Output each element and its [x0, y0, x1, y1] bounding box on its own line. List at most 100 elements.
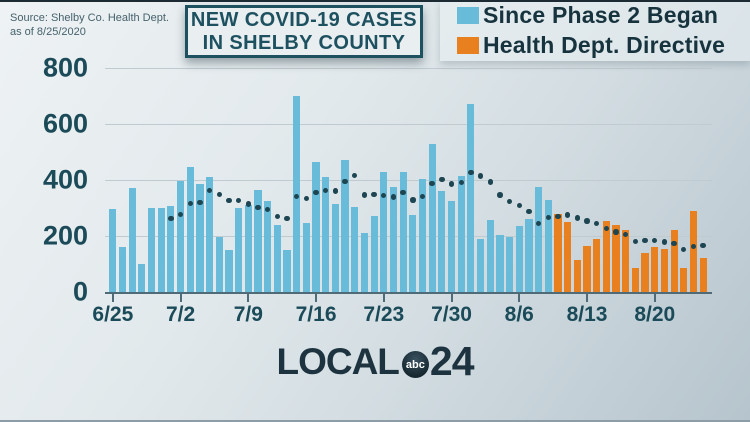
trend-dot-7/29 — [439, 177, 445, 183]
trend-dot-7/27 — [419, 193, 426, 199]
x-tick-7/23 — [382, 294, 385, 302]
x-tick-6/25 — [111, 294, 114, 302]
y-axis-label-600: 600 — [42, 108, 88, 139]
trend-dot-7/13 — [284, 215, 290, 222]
trend-dot-8/22 — [671, 240, 677, 246]
gridline-600 — [105, 124, 712, 125]
bar-7/3 — [186, 167, 194, 292]
trend-dot-7/22 — [371, 191, 377, 197]
trend-dot-7/21 — [361, 192, 368, 198]
bar-7/13 — [283, 250, 291, 292]
bar-7/20 — [351, 206, 359, 292]
trend-dot-7/31 — [458, 179, 464, 186]
trend-dot-8/7 — [526, 208, 532, 215]
x-tick-7/30 — [450, 294, 453, 302]
trend-dot-7/10 — [255, 204, 261, 211]
trend-dot-8/9 — [545, 215, 551, 221]
bar-7/12 — [273, 224, 281, 292]
x-axis-line — [105, 292, 712, 294]
bar-6/28 — [138, 264, 146, 292]
abc-icon-text: abc — [405, 358, 425, 371]
trend-dot-7/19 — [342, 178, 348, 185]
x-axis-label-8/6: 8/6 — [504, 303, 534, 326]
bar-7/27 — [418, 178, 427, 292]
bar-8/6 — [515, 226, 523, 292]
legend-item-directive: Health Dept. Directive — [457, 32, 750, 59]
trend-dot-7/16 — [313, 189, 319, 195]
bar-8/8 — [535, 187, 543, 292]
bar-7/8 — [235, 208, 243, 292]
bar-7/26 — [409, 215, 417, 292]
bar-8/22 — [670, 230, 678, 292]
trend-dot-7/26 — [410, 197, 416, 203]
logo-local-text: LOCAL — [276, 340, 399, 382]
bottom-edge-strip — [0, 420, 750, 422]
bar-7/31 — [457, 175, 465, 292]
bar-6/27 — [128, 188, 136, 292]
trend-dot-8/15 — [603, 226, 610, 232]
trend-dot-8/17 — [623, 231, 629, 238]
trend-dot-7/4 — [197, 199, 203, 206]
bar-7/16 — [312, 161, 320, 292]
bar-7/11 — [264, 201, 272, 292]
bar-8/17 — [622, 230, 630, 292]
trend-dot-8/23 — [681, 246, 687, 253]
legend-label-phase2: Since Phase 2 Began — [483, 2, 719, 28]
x-tick-7/16 — [315, 294, 318, 302]
bar-7/30 — [447, 201, 456, 292]
x-tick-8/13 — [586, 294, 589, 302]
legend-label-directive: Health Dept. Directive — [483, 32, 726, 58]
trend-dot-7/20 — [352, 172, 358, 179]
bar-6/29 — [147, 208, 156, 292]
trend-dot-7/1 — [168, 215, 174, 222]
bar-7/6 — [215, 237, 223, 292]
bar-7/25 — [399, 171, 407, 292]
gridline-400 — [105, 180, 712, 181]
trend-dot-7/14 — [294, 193, 300, 200]
trend-dot-7/18 — [332, 188, 339, 194]
trend-dot-8/16 — [613, 229, 619, 235]
trend-dot-7/15 — [303, 195, 310, 202]
trend-dot-8/4 — [497, 192, 503, 198]
chart-legend: Since Phase 2 Began Health Dept. Directi… — [440, 0, 750, 61]
trend-dot-8/25 — [700, 242, 706, 248]
bar-8/14 — [593, 238, 601, 292]
x-axis-label-7/16: 7/16 — [295, 303, 337, 326]
trend-dot-8/11 — [564, 212, 571, 218]
bar-7/22 — [370, 216, 378, 292]
trend-dot-8/24 — [690, 243, 697, 250]
y-axis-label-0: 0 — [72, 276, 88, 307]
x-tick-7/9 — [247, 294, 250, 302]
y-axis-label-800: 800 — [42, 52, 88, 83]
x-axis-label-7/2: 7/2 — [165, 303, 196, 326]
bar-7/28 — [428, 143, 436, 292]
trend-dot-7/24 — [390, 194, 397, 200]
trend-dot-8/5 — [506, 198, 513, 205]
bar-8/20 — [651, 247, 659, 292]
bar-8/7 — [525, 219, 533, 292]
x-tick-8/20 — [653, 294, 656, 302]
source-line-1: Source: Shelby Co. Health Dept. — [10, 12, 169, 24]
x-tick-8/6 — [518, 294, 521, 302]
bar-7/17 — [322, 177, 330, 292]
x-tick-7/2 — [179, 294, 182, 302]
trend-dot-7/6 — [216, 191, 222, 198]
trend-dot-8/6 — [516, 202, 522, 208]
bar-7/4 — [196, 184, 204, 292]
x-axis-label-7/23: 7/23 — [363, 303, 405, 326]
bar-7/24 — [389, 187, 398, 292]
station-logo: LOCAL abc 24 — [0, 338, 750, 385]
source-attribution: Source: Shelby Co. Health Dept. as of 8/… — [10, 11, 169, 39]
bar-8/25 — [699, 258, 707, 292]
trend-dot-8/8 — [535, 220, 542, 227]
chart-title-box: NEW COVID-19 CASES IN SHELBY COUNTY — [185, 5, 423, 58]
legend-swatch-phase2 — [457, 7, 479, 24]
bar-8/3 — [486, 219, 494, 292]
bar-7/29 — [438, 191, 446, 292]
legend-swatch-directive — [457, 37, 479, 54]
trend-dot-8/21 — [661, 239, 668, 245]
trend-dot-7/23 — [381, 192, 387, 199]
trend-dot-7/11 — [264, 206, 271, 213]
bar-8/4 — [496, 234, 504, 292]
bar-8/21 — [660, 248, 669, 292]
